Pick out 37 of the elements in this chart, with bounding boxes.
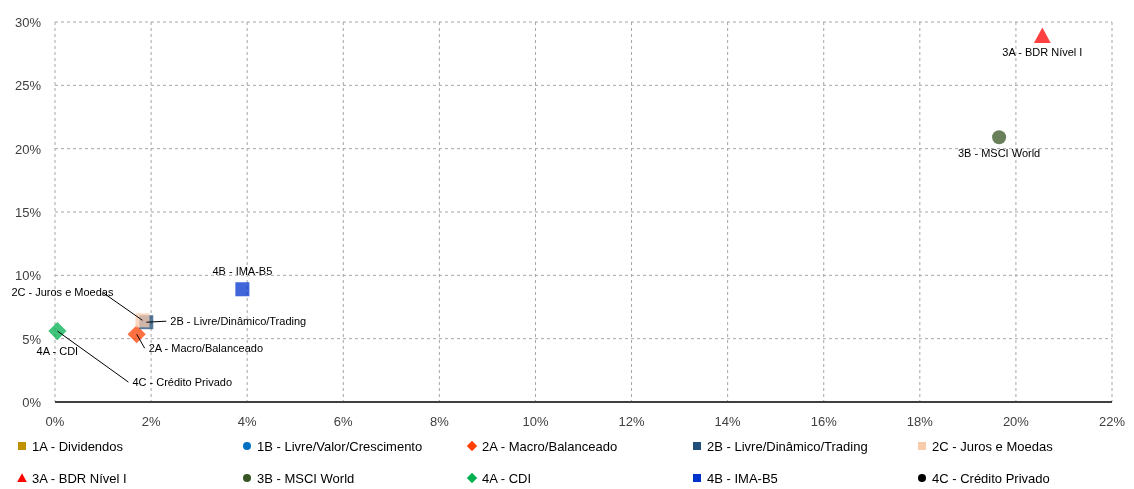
y-tick-label: 15% [14,205,42,220]
y-tick-label: 20% [14,141,42,157]
legend-label: 3B - MSCI World [257,471,355,486]
y-tick-label: 10% [14,268,42,284]
annotation: 4A - CDI [36,345,79,358]
x-tick-label: 22% [1098,414,1126,429]
legend-label: 4B - IMA-B5 [707,471,778,486]
x-tick-label: 16% [810,414,838,429]
y-tick-label: 5% [22,331,42,347]
annotation: 4C - Crédito Privado [132,376,233,389]
legend-label: 2A - Macro/Balanceado [482,439,618,454]
legend-label: 3A - BDR Nível I [32,471,127,486]
x-tick-label: 20% [1002,414,1030,429]
annotation: 2A - Macro/Balanceado [148,342,264,355]
x-tick-label: 6% [333,414,354,429]
legend-label: 4A - CDI [482,471,532,486]
x-tick-label: 4% [237,414,258,429]
x-tick-label: 12% [618,414,645,429]
x-tick-label: 0% [45,414,65,429]
x-tick-label: 14% [714,414,742,429]
legend-label: 2B - Livre/Dinâmico/Trading [707,439,868,454]
annotation: 2B - Livre/Dinâmico/Trading [170,315,307,328]
x-tick-label: 18% [906,414,934,429]
y-tick-label: 0% [22,395,42,410]
y-tick-label: 25% [14,78,42,94]
annotation: 2C - Juros e Moedas [11,286,114,299]
x-tick-label: 8% [429,414,450,429]
annotation: 4B - IMA-B5 [212,265,273,278]
annotation: 3B - MSCI World [957,147,1041,160]
legend-label: 2C - Juros e Moedas [932,439,1054,454]
legend-label: 1B - Livre/Valor/Crescimento [257,439,423,454]
legend-label: 1A - Dividendos [32,439,124,454]
x-tick-label: 2% [141,414,161,429]
legend-label: 4C - Crédito Privado [932,471,1050,486]
y-tick-label: 30% [14,15,42,30]
annotation: 3A - BDR Nível I [1002,45,1083,58]
x-tick-label: 10% [522,414,549,429]
